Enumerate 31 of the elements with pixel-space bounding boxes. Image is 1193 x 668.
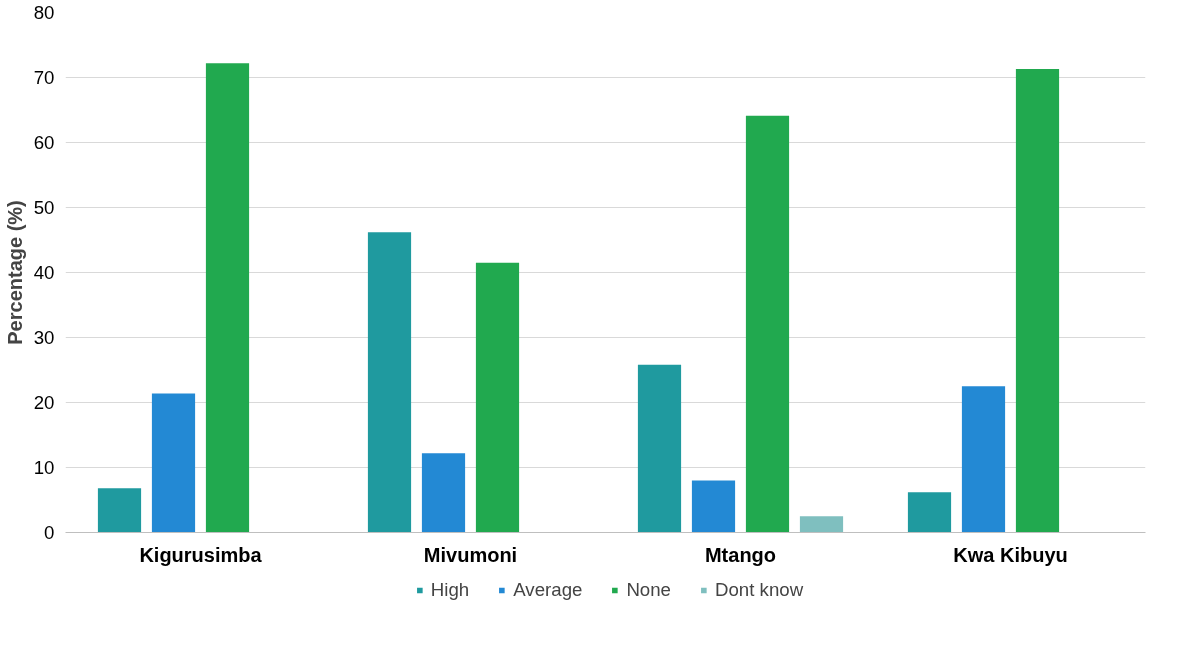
bar (205, 63, 250, 533)
bar (421, 453, 466, 533)
legend-label: None (626, 579, 671, 601)
bar (799, 516, 844, 533)
bar (745, 115, 790, 533)
y-tick-label: 0 (44, 522, 55, 543)
x-tick-label: Mtango (704, 543, 777, 566)
y-tick-label: 30 (33, 327, 55, 348)
y-tick-label: 20 (33, 392, 55, 413)
y-tick-label: 50 (33, 197, 55, 218)
legend-label: High (430, 579, 470, 601)
bar (97, 488, 142, 533)
bar (367, 232, 412, 533)
y-tick-label: 70 (33, 67, 55, 88)
bar (475, 262, 520, 533)
y-tick-label: 60 (33, 132, 55, 153)
bar (907, 492, 952, 533)
legend-label: Average (513, 579, 583, 601)
bar (1015, 69, 1060, 533)
x-tick-label: Mivumoni (423, 543, 518, 566)
x-tick-label: Kigurusimba (139, 543, 263, 566)
y-tick-label: 10 (33, 457, 55, 478)
y-tick-label: 80 (33, 2, 55, 23)
bar (691, 480, 736, 533)
legend-label: Dont know (714, 579, 804, 601)
bar (151, 393, 196, 533)
y-axis-title: Percentage (%) (3, 200, 26, 345)
bar (637, 364, 682, 533)
bar (961, 386, 1006, 533)
y-tick-label: 40 (33, 262, 55, 283)
x-tick-label: Kwa Kibuyu (953, 543, 1068, 566)
